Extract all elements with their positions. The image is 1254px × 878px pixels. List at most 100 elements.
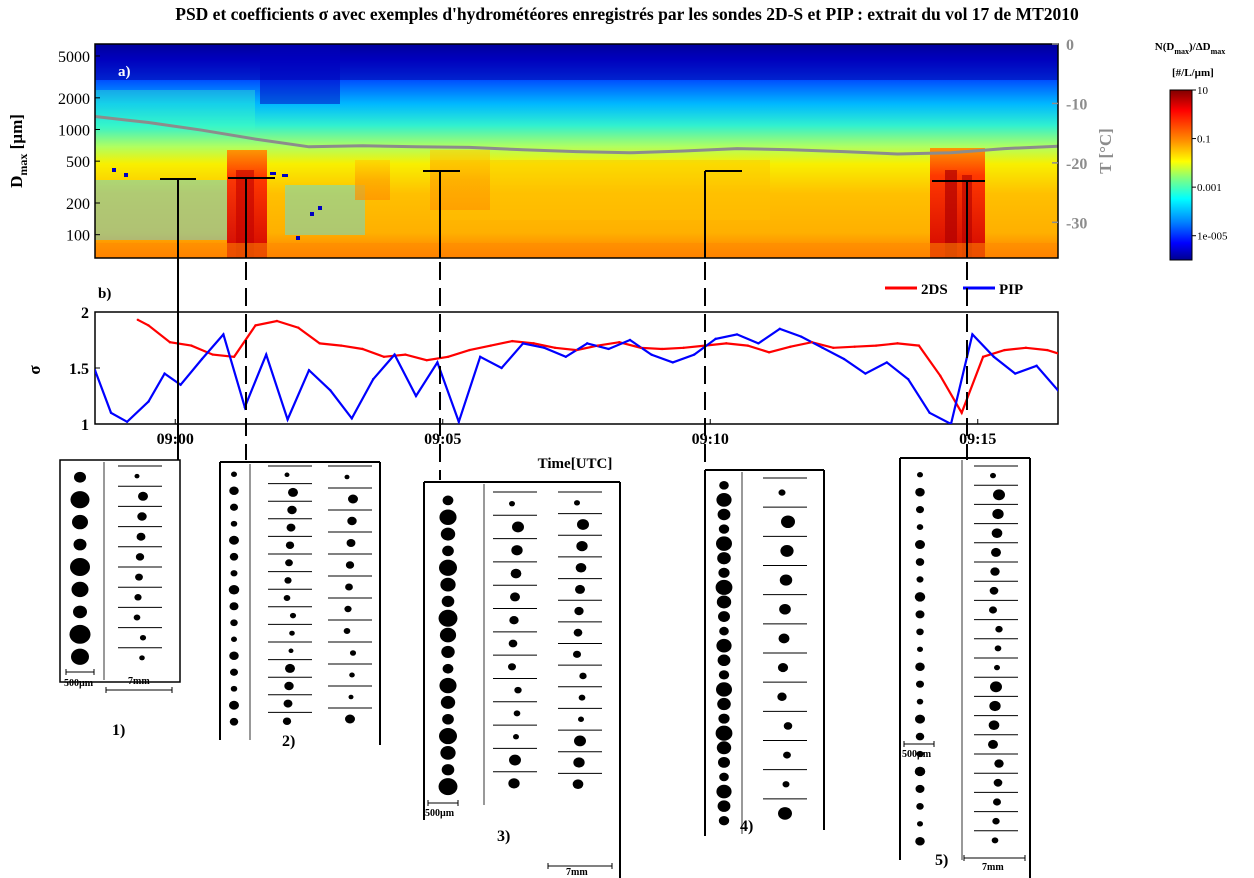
- particle-image: [229, 602, 239, 611]
- series-2ds-point: [789, 345, 792, 348]
- series-pip-point: [1014, 372, 1017, 375]
- series-pip-point: [821, 346, 824, 350]
- series-pip-point: [200, 357, 204, 361]
- particle-image: [71, 648, 89, 665]
- particle-image: [345, 561, 355, 569]
- psd-y-tick-label: 100: [66, 228, 90, 245]
- particle-image: [992, 508, 1004, 520]
- sigma-y-tick-label: 1: [81, 417, 89, 434]
- particle-image: [344, 474, 350, 480]
- particle-image: [344, 605, 352, 613]
- psd-y-axis-label: Dmax [µm]: [7, 114, 30, 188]
- particle-image: [990, 567, 1000, 576]
- particle-image: [508, 663, 516, 671]
- particle-image: [230, 619, 238, 627]
- psd-y-tick-label: 500: [66, 154, 90, 171]
- particle-image: [780, 544, 794, 557]
- particle-image: [915, 784, 925, 793]
- particle-image: [575, 584, 585, 594]
- particle-image: [347, 516, 357, 526]
- particle-image: [990, 681, 1002, 693]
- particle-image: [915, 732, 925, 741]
- series-pip-point: [147, 400, 150, 403]
- temperature-y-axis-label: T [°C]: [1096, 128, 1115, 174]
- particle-image: [349, 672, 355, 678]
- particle-image: [718, 567, 730, 578]
- particle-image: [778, 633, 790, 644]
- particle-image: [914, 592, 926, 602]
- series-pip-point: [163, 372, 166, 375]
- particle-image: [917, 472, 923, 478]
- particle-image: [439, 509, 457, 525]
- sample-1-label: 1): [112, 722, 126, 739]
- particle-image: [133, 614, 141, 621]
- particle-image: [719, 772, 729, 782]
- series-2ds-point: [404, 353, 407, 356]
- particle-image: [716, 638, 732, 653]
- psd-heatmap: [95, 44, 1058, 258]
- particle-image: [283, 699, 293, 708]
- sample-box-1: [59, 459, 181, 683]
- sample-box-5: [899, 457, 1031, 878]
- sigma-y-tick-label: 1.5: [69, 361, 89, 378]
- series-pip-point: [586, 342, 589, 345]
- colorbar: N(Dmax)/ΔDmax [#/L/µm] 10 0.1 0.001 1e-005: [1155, 41, 1228, 261]
- particle-image: [289, 630, 295, 636]
- particle-image: [135, 553, 145, 561]
- particle-image: [914, 766, 926, 777]
- series-2ds-point: [361, 347, 364, 351]
- sigma-x-tick-label: 09:15: [959, 431, 996, 448]
- particle-image: [139, 655, 145, 661]
- particle-image: [343, 628, 351, 634]
- particle-image: [229, 651, 239, 661]
- particle-image: [230, 668, 238, 676]
- sample-box-3: [423, 481, 621, 878]
- particle-image: [716, 741, 732, 755]
- series-2ds-point: [168, 341, 172, 344]
- sigma-x-tick-label: 09:00: [157, 431, 194, 448]
- series-pip-point: [671, 361, 674, 364]
- particle-image: [573, 757, 585, 768]
- temperature-y-tick-label: -10: [1066, 96, 1087, 113]
- series-pip-point: [693, 353, 696, 356]
- series-2ds-point: [446, 355, 450, 358]
- series-2ds-point: [254, 324, 257, 327]
- series-pip-point: [329, 389, 332, 392]
- particle-image: [779, 604, 791, 615]
- particle-image: [916, 802, 924, 810]
- particle-image: [438, 609, 458, 627]
- series-pip-point: [949, 422, 953, 424]
- particle-image: [289, 612, 297, 619]
- particle-image: [718, 816, 730, 826]
- particle-image: [74, 471, 86, 483]
- series-pip-point: [479, 355, 482, 358]
- psd-y-tick-label: 2000: [58, 91, 90, 108]
- series-2ds-point: [211, 353, 214, 356]
- particle-image: [229, 535, 239, 545]
- particle-image: [509, 500, 515, 507]
- particle-image: [781, 515, 795, 529]
- particle-image: [70, 491, 90, 509]
- series-2ds-point: [660, 347, 664, 351]
- particle-image: [513, 710, 521, 717]
- series-pip-point: [179, 383, 182, 386]
- particle-image: [439, 677, 457, 694]
- particle-image: [715, 579, 733, 595]
- colorbar-tick-label: 10: [1197, 85, 1209, 97]
- particle-image: [284, 577, 292, 584]
- particle-image: [717, 508, 731, 521]
- particle-image: [288, 487, 298, 497]
- particle-image: [989, 586, 999, 595]
- temperature-y-tick-label: 0: [1066, 37, 1074, 54]
- particle-image: [578, 716, 584, 722]
- series-pip-point: [735, 333, 739, 336]
- sigma-x-tick-label: 09:10: [692, 431, 729, 448]
- sigma-x-tick-label: 09:05: [424, 431, 461, 448]
- series-2ds-point: [618, 341, 621, 344]
- series-2ds-point: [874, 344, 878, 347]
- psd-y-tick-label: 1000: [58, 122, 90, 139]
- psd-y-tick-label: 200: [66, 196, 90, 213]
- particle-image: [136, 532, 146, 541]
- sample-3-scale-small: 500µm: [425, 808, 455, 819]
- particle-image: [72, 514, 88, 530]
